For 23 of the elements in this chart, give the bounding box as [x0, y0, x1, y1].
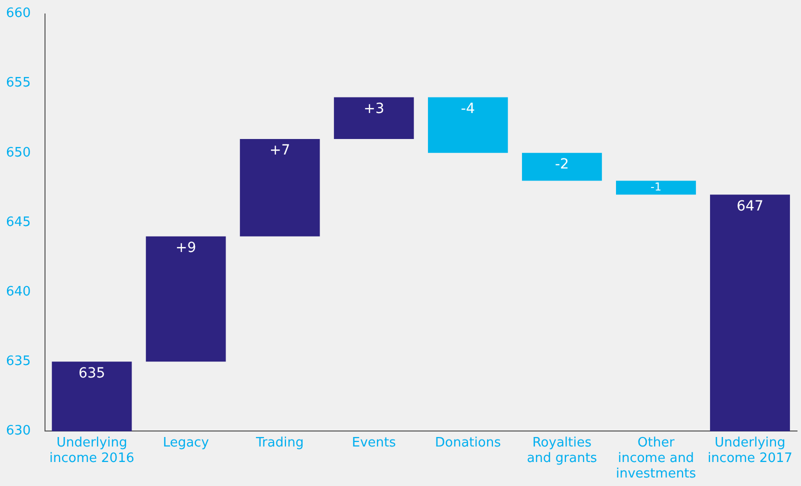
data-label: 635: [78, 365, 106, 382]
data-label: +9: [176, 240, 196, 256]
data-label: +3: [364, 100, 384, 117]
x-tick-label: Underlying income 2017: [708, 435, 792, 466]
data-label: 647: [736, 198, 764, 214]
data-label: -4: [460, 100, 475, 117]
x-tick-label: Trading: [255, 435, 304, 450]
x-tick-label: Events: [352, 435, 396, 450]
x-tick-label: Royalties and grants: [526, 435, 598, 466]
data-label: +7: [270, 142, 290, 159]
data-label: -1: [650, 180, 662, 194]
y-tick-label: 655: [6, 76, 31, 91]
x-tick-label: Donations: [434, 435, 502, 450]
y-tick-label: 635: [6, 354, 31, 370]
y-tick-label: 630: [6, 424, 31, 439]
y-tick-label: 645: [6, 214, 31, 230]
x-tick-label: Underlying income 2016: [49, 435, 134, 466]
y-tick-label: 660: [6, 6, 31, 22]
x-tick-label: Other income and investments: [616, 435, 696, 482]
y-tick-label: 640: [6, 284, 31, 300]
x-tick-label: Legacy: [162, 435, 210, 450]
data-label: -2: [554, 156, 569, 173]
y-tick-label: 650: [6, 145, 31, 160]
